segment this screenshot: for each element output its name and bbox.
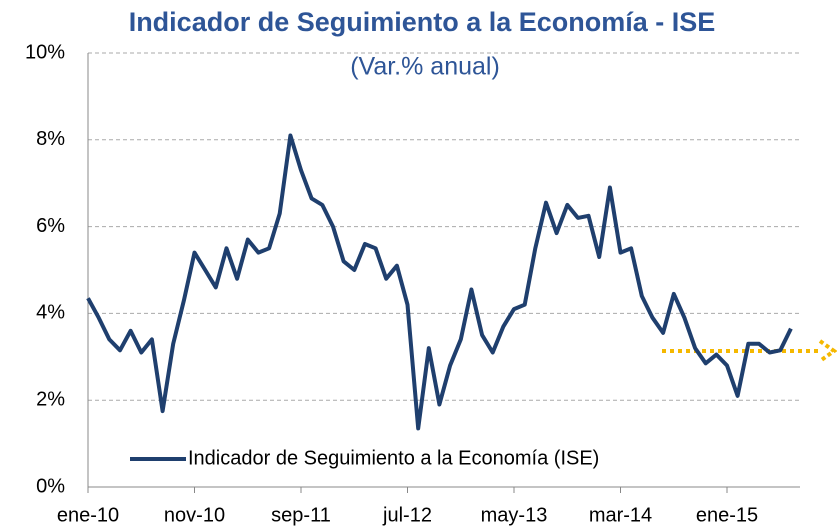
x-tick-label: mar-14: [589, 504, 652, 526]
chart-title: Indicador de Seguimiento a la Economía -…: [129, 7, 716, 37]
annotation-arrowhead: [818, 339, 837, 363]
x-tick-label: jul-12: [382, 504, 432, 526]
x-tick-label: sep-11: [271, 504, 331, 526]
data-line: [86, 133, 793, 431]
y-tick-label: 10%: [25, 41, 65, 63]
x-tick-label: may-13: [481, 504, 548, 526]
y-tick-label: 6%: [36, 215, 65, 237]
x-tick-label: nov-10: [164, 504, 225, 526]
chart-subtitle: (Var.% anual): [350, 53, 500, 81]
y-tick-label: 0%: [36, 475, 65, 497]
y-tick-label: 2%: [36, 388, 65, 410]
legend-label: Indicador de Seguimiento a la Economía (…: [188, 447, 599, 469]
x-tick-label: ene-10: [57, 504, 119, 526]
y-tick-label: 4%: [36, 302, 65, 324]
x-tick-label: ene-15: [696, 504, 758, 526]
y-tick-label: 8%: [36, 128, 65, 150]
